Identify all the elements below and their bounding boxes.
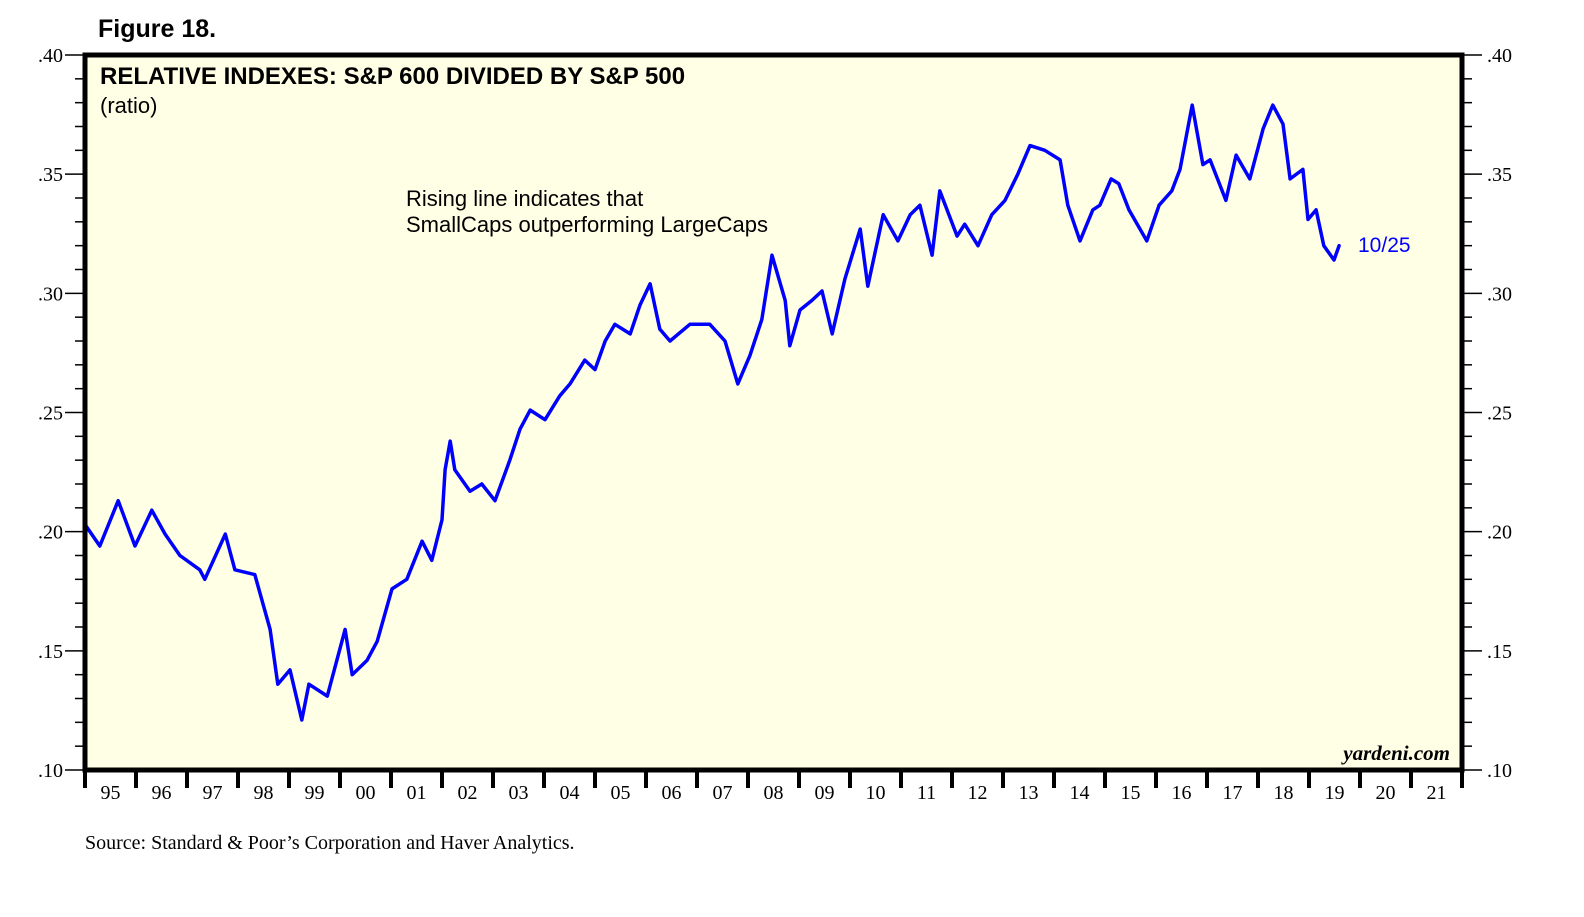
y-tick-label-right: .15 xyxy=(1487,641,1512,663)
x-tick-label: 13 xyxy=(1019,782,1039,804)
x-tick-label: 19 xyxy=(1325,782,1345,804)
series-layer xyxy=(83,103,1341,722)
x-tick-label: 12 xyxy=(968,782,988,804)
x-tick-label: 96 xyxy=(152,782,172,804)
y-tick-label-left: .10 xyxy=(38,760,63,782)
x-tick-label: 06 xyxy=(662,782,682,804)
y-tick-label-left: .40 xyxy=(38,45,63,67)
x-tick-label: 14 xyxy=(1070,782,1090,804)
x-tick-label: 15 xyxy=(1121,782,1141,804)
chart-subtitle: (ratio) xyxy=(100,93,157,118)
y-tick-label-left: .25 xyxy=(38,403,63,425)
x-tick-label: 10 xyxy=(866,782,886,804)
x-tick-label: 11 xyxy=(917,782,936,804)
x-tick-label: 03 xyxy=(509,782,529,804)
x-tick-label: 21 xyxy=(1427,782,1447,804)
annotation-line-1: Rising line indicates that xyxy=(406,186,643,211)
y-tick-label-right: .40 xyxy=(1487,45,1512,67)
y-tick-label-right: .30 xyxy=(1487,283,1512,305)
x-tick-label: 20 xyxy=(1376,782,1396,804)
x-tick-label: 05 xyxy=(611,782,631,804)
watermark: yardeni.com xyxy=(1340,741,1450,765)
x-tick-label: 01 xyxy=(407,782,427,804)
y-tick-label-left: .30 xyxy=(38,283,63,305)
x-tick-label: 97 xyxy=(203,782,223,804)
y-axis-right: .10 .15 .20 .25 .30 .35 .40 xyxy=(1462,45,1512,782)
x-tick-label: 17 xyxy=(1223,782,1243,804)
x-tick-label: 08 xyxy=(764,782,784,804)
source-note: Source: Standard & Poor’s Corporation an… xyxy=(85,832,575,854)
x-tick-label: 00 xyxy=(356,782,376,804)
x-tick-label: 02 xyxy=(458,782,478,804)
end-date-label: 10/25 xyxy=(1358,234,1411,257)
x-tick-label: 95 xyxy=(101,782,121,804)
y-tick-label-left: .35 xyxy=(38,164,63,186)
figure-label: Figure 18. xyxy=(98,15,216,43)
x-tick-label: 98 xyxy=(254,782,274,804)
y-tick-label-right: .25 xyxy=(1487,403,1512,425)
y-tick-label-right: .35 xyxy=(1487,164,1512,186)
x-axis: 95 96 97 98 99 00 01 02 03 04 05 06 07 08 09 10 11 12 13 14… xyxy=(83,770,1464,804)
x-tick-label: 07 xyxy=(713,782,733,804)
plot-frame xyxy=(82,52,1465,773)
x-tick-label: 09 xyxy=(815,782,835,804)
y-tick-label-left: .20 xyxy=(38,522,63,544)
y-tick-label-right: .10 xyxy=(1487,760,1512,782)
x-tick-label: 16 xyxy=(1172,782,1192,804)
x-tick-label: 18 xyxy=(1274,782,1294,804)
series-line xyxy=(83,103,1341,722)
y-tick-label-left: .15 xyxy=(38,641,63,663)
chart-title: RELATIVE INDEXES: S&P 600 DIVIDED BY S&P… xyxy=(100,63,685,90)
x-tick-label: 99 xyxy=(305,782,325,804)
x-tick-label: 04 xyxy=(560,782,580,804)
y-axis-left: .10 .15 .20 .25 .30 .35 .40 xyxy=(38,45,85,782)
y-tick-label-right: .20 xyxy=(1487,522,1512,544)
annotation-line-2: SmallCaps outperforming LargeCaps xyxy=(406,212,768,237)
